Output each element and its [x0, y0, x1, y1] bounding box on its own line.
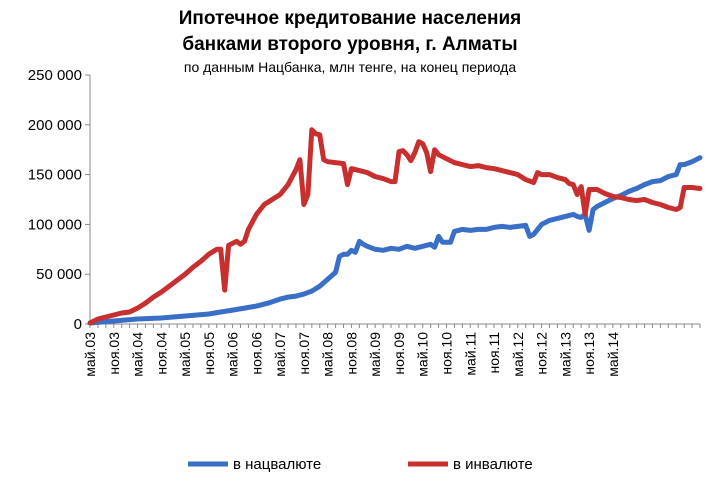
y-tick-label: 200 000 — [28, 117, 82, 134]
y-tick-label: 100 000 — [28, 216, 82, 233]
x-tick-label: ноя.11 — [486, 332, 502, 374]
x-tick-label: ноя.13 — [581, 332, 597, 375]
x-tick-label: май.11 — [462, 332, 478, 376]
y-tick-label: 50 000 — [36, 266, 82, 283]
plot-area — [87, 127, 703, 326]
y-tick-label: 150 000 — [28, 167, 82, 184]
y-axis: 0 50 000 100 000 150 000 200 000 250 000 — [28, 67, 91, 333]
series-line-1 — [87, 155, 703, 326]
x-tick-label: ноя.06 — [248, 332, 264, 375]
x-tick-label: ноя.10 — [438, 332, 454, 375]
x-tick-label: ноя.04 — [153, 332, 169, 375]
y-tick-label: 250 000 — [28, 67, 82, 84]
x-tick-label: май.03 — [82, 332, 98, 377]
legend-label-series-1: в нацвалюте — [233, 456, 321, 473]
x-tick-label: май.06 — [225, 332, 241, 377]
x-tick-label: май.13 — [557, 332, 573, 377]
x-tick-label: май.05 — [177, 332, 193, 377]
legend: в нацвалюте в инвалюте — [188, 456, 533, 473]
y-tick-label: 0 — [74, 316, 82, 333]
x-tick-label: май.04 — [130, 332, 146, 377]
chart-title-line2: банками второго уровня, г. Алматы — [182, 34, 517, 55]
x-tick-label: ноя.09 — [391, 332, 407, 375]
x-tick-label: ноя.05 — [201, 332, 217, 375]
x-tick-label: май.12 — [510, 332, 526, 377]
x-tick-label: май.07 — [272, 332, 288, 377]
x-tick-label: май.14 — [605, 332, 621, 377]
x-tick-label: май.08 — [320, 332, 336, 377]
legend-label-series-2: в инвалюте — [453, 456, 533, 473]
x-tick-label: ноя.07 — [296, 332, 312, 375]
x-axis: май.03 ноя.03 май.04 ноя.04 май.05 ноя.05 май.… — [82, 323, 701, 377]
chart-subtitle: по данным Нацбанка, млн тенге, на конец … — [184, 59, 516, 75]
x-tick-label: ноя.03 — [106, 332, 122, 375]
x-tick-label: май.10 — [415, 332, 431, 377]
series-line-2 — [87, 127, 703, 326]
x-tick-label: май.09 — [367, 332, 383, 377]
x-tick-label: ноя.08 — [343, 332, 359, 375]
chart-title-line1: Ипотечное кредитование населения — [179, 8, 522, 29]
x-tick-label: ноя.12 — [534, 332, 550, 375]
